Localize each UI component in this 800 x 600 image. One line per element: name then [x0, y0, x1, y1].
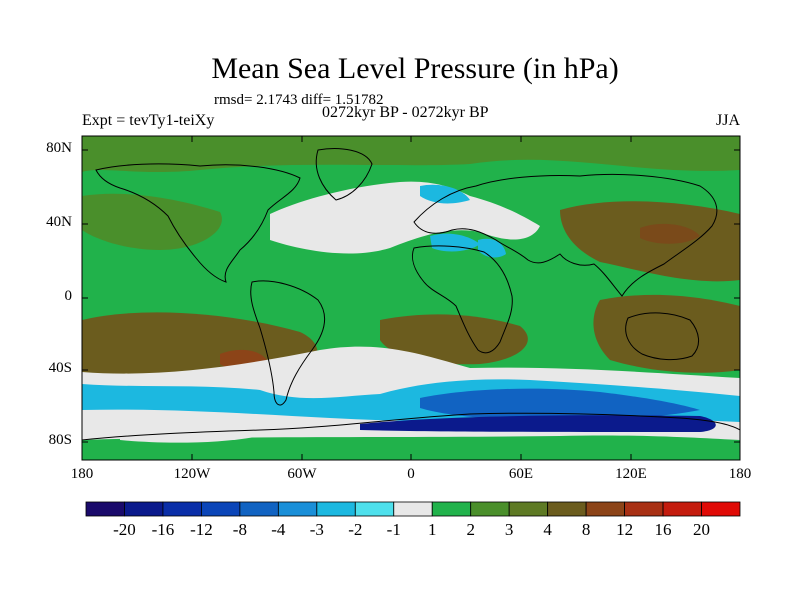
- colorbar-swatch: [354, 501, 395, 517]
- lat-label: 80S: [48, 432, 72, 448]
- colorbar-label: 20: [693, 520, 711, 539]
- lon-label: 60W: [287, 466, 317, 482]
- coast-north-america: [95, 163, 301, 283]
- colorbar-swatch: [701, 501, 741, 517]
- colorbar-label: -16: [151, 520, 175, 539]
- colorbar-swatch: [201, 501, 241, 517]
- coast-australia: [625, 312, 699, 361]
- norwegian-sea-low: [420, 184, 470, 204]
- antarctic-coastal-low: [360, 415, 716, 432]
- colorbar-swatch: [316, 501, 356, 517]
- lat-label: 40S: [48, 360, 72, 376]
- pressure-field: [82, 136, 740, 460]
- colorbar-label: -2: [348, 520, 363, 539]
- stats-text: rmsd= 2.1743 diff= 1.51782: [214, 92, 384, 108]
- colorbar-label: -1: [386, 520, 401, 539]
- north-pacific-high: [82, 193, 222, 250]
- colorbar-label: 2: [466, 520, 475, 539]
- asia-pacific-core: [640, 223, 700, 244]
- colorbar-swatch: [470, 501, 510, 517]
- coast-europe-asia: [413, 173, 718, 297]
- lon-label: 120E: [615, 466, 647, 482]
- colorbar-label: 8: [581, 520, 591, 539]
- colorbar-label: 4: [543, 520, 552, 539]
- colorbar-label: -8: [232, 520, 247, 539]
- colorbar-label: -20: [113, 520, 136, 539]
- lon-label: 180: [70, 466, 94, 482]
- lon-label: 0: [407, 466, 415, 482]
- colorbar-swatch: [124, 501, 164, 517]
- southern-neutral-patch: [120, 429, 260, 443]
- coast-greenland: [315, 148, 373, 201]
- map-title: Mean Sea Level Pressure (in hPa): [211, 52, 619, 85]
- colorbar-swatch: [662, 501, 702, 517]
- southern-ocean-low-core: [420, 388, 700, 420]
- lat-label: 40N: [46, 214, 72, 230]
- colorbar-label: -4: [271, 520, 286, 539]
- arctic-anomaly-band: [82, 136, 740, 172]
- colorbar-label: -3: [309, 520, 324, 539]
- colorbar-swatch: [162, 501, 202, 517]
- colorbar-swatch: [508, 501, 549, 517]
- lon-label: 180: [728, 466, 752, 482]
- colorbar-swatch: [277, 501, 318, 517]
- colorbar-label: 12: [616, 520, 634, 539]
- colorbar-swatch: [585, 501, 625, 517]
- mediterranean-low: [430, 233, 480, 252]
- colorbar-label: 1: [427, 520, 437, 539]
- lat-label: 0: [64, 288, 73, 304]
- season-label: JJA: [716, 112, 741, 129]
- colorbar-swatch: [624, 501, 664, 517]
- lon-label: 60E: [508, 466, 534, 482]
- antarctic-interior: [82, 435, 740, 460]
- axis-ticks: [81, 136, 741, 460]
- colorbar-swatch: [393, 501, 433, 517]
- coast-south-america: [250, 280, 326, 406]
- period-label: 0272kyr BP - 0272kyr BP: [322, 104, 489, 121]
- colorbar-swatch: [239, 501, 279, 517]
- colorbar-swatch: [547, 501, 587, 517]
- colorbar-label: -12: [190, 520, 213, 539]
- colorbar: [85, 501, 741, 517]
- colorbar-label: 3: [504, 520, 514, 539]
- experiment-label: Expt = tevTy1-teiXy: [82, 112, 215, 129]
- coast-antarctica: [82, 412, 740, 441]
- colorbar-label: 16: [654, 520, 672, 539]
- coastlines: [82, 148, 740, 441]
- lat-label: 80N: [46, 140, 72, 156]
- colorbar-swatch: [431, 501, 472, 517]
- australia-high: [593, 294, 740, 373]
- coast-africa: [411, 245, 513, 354]
- lon-label: 120W: [173, 466, 211, 482]
- colorbar-swatch: [85, 501, 125, 517]
